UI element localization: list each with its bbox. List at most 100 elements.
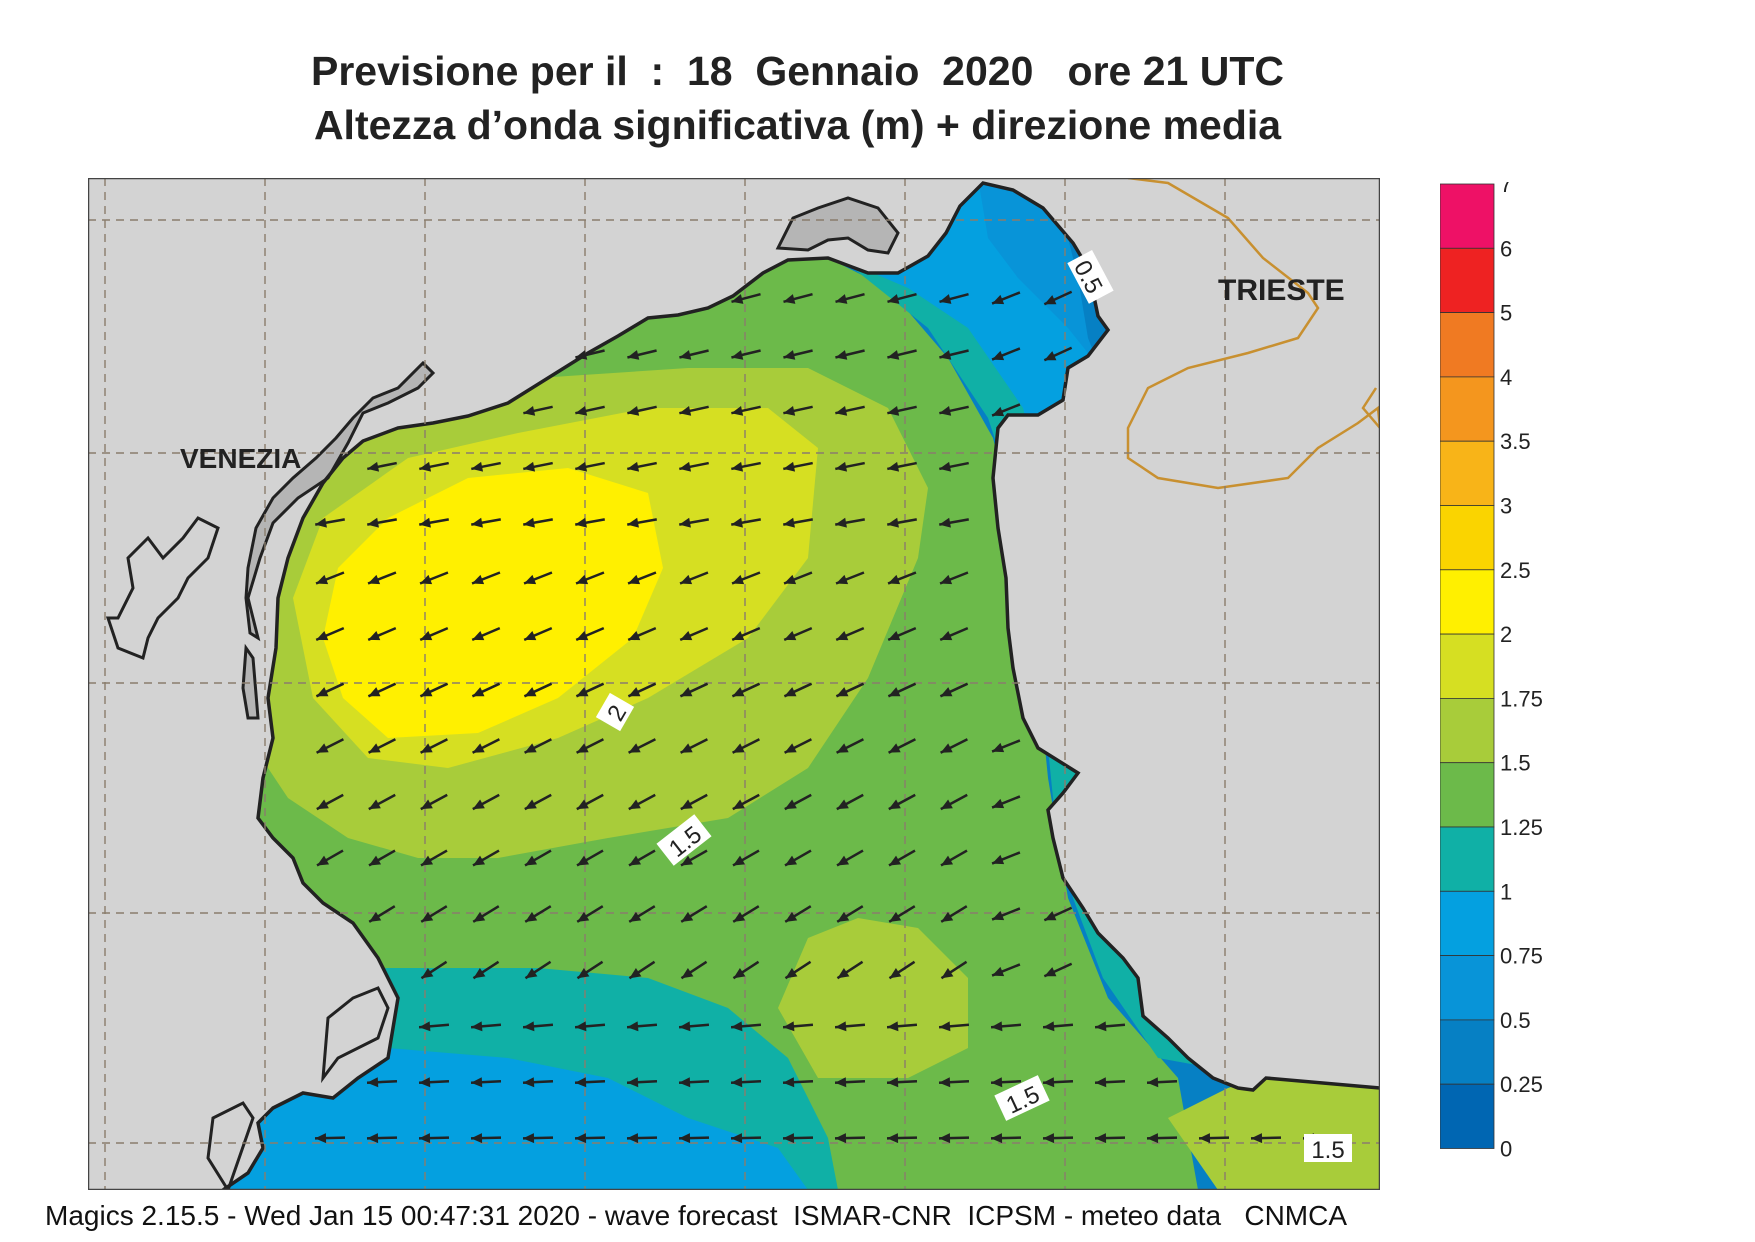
legend-level-label: 6 xyxy=(1500,236,1512,261)
wave-arrow-head xyxy=(888,799,901,810)
legend-swatch xyxy=(1440,247,1495,314)
wave-arrow-head xyxy=(940,687,953,697)
legend-swatch xyxy=(1440,762,1495,828)
wave-arrow-head xyxy=(577,968,590,979)
wave-arrow-head xyxy=(576,687,589,697)
wave-arrow-head xyxy=(888,743,901,753)
wave-arrow-head xyxy=(316,799,329,810)
wave-arrow-head xyxy=(732,799,745,810)
wave-arrow-head xyxy=(472,799,485,810)
wave-arrow-head xyxy=(627,1077,639,1088)
wave-arrow-head xyxy=(991,1021,1003,1032)
title-date: Previsione per il : 18 Gennaio 2020 ore … xyxy=(311,48,1284,94)
legend-swatch xyxy=(1440,569,1495,635)
wave-arrow-head xyxy=(628,630,641,641)
wave-arrow-head xyxy=(731,1133,743,1144)
legend-level-label: 0.25 xyxy=(1500,1072,1543,1097)
title-variable: Altezza d’onda significativa (m) + direz… xyxy=(313,102,1282,148)
wave-arrow-head xyxy=(524,630,537,641)
wave-arrow-head xyxy=(524,687,537,697)
wave-arrow-head xyxy=(992,910,1005,921)
wave-arrow-head xyxy=(733,968,746,979)
wave-arrow-head xyxy=(887,1021,899,1032)
legend-level-label: 2 xyxy=(1500,622,1512,647)
wave-arrow-head xyxy=(367,1133,379,1144)
wave-arrow-head xyxy=(523,1133,535,1144)
wave-arrow-head xyxy=(888,574,901,585)
wave-arrow-head xyxy=(732,687,745,697)
wave-arrow-head xyxy=(315,1133,327,1144)
wave-height-map: VENEZIA TRIESTE 0.5 2 1.5 1.5 1.5 xyxy=(88,178,1380,1190)
wave-arrow-head xyxy=(731,1077,743,1088)
wave-arrow-head xyxy=(419,1077,431,1088)
wave-arrow-head xyxy=(783,1133,795,1144)
wave-arrow-head xyxy=(471,1077,483,1088)
wave-arrow-head xyxy=(1044,351,1057,361)
wave-arrow-head xyxy=(784,743,797,753)
wave-arrow-head xyxy=(731,1021,743,1032)
contour-label-2: 2 xyxy=(595,692,635,732)
wave-arrow-head xyxy=(783,350,796,360)
wave-arrow-head xyxy=(471,1133,483,1144)
wave-arrow-head xyxy=(576,799,589,810)
legend-swatch xyxy=(1440,505,1495,571)
wave-arrow-head xyxy=(576,574,589,585)
wave-arrow-head xyxy=(523,517,535,528)
wave-arrow-head xyxy=(627,517,639,528)
wave-arrow-head xyxy=(627,461,640,472)
band-2-2.5-core xyxy=(323,468,663,738)
wave-arrow-head xyxy=(419,1133,431,1144)
wave-arrow-head xyxy=(785,911,798,922)
legend-swatch xyxy=(1440,376,1495,442)
wave-arrow-head xyxy=(1147,1133,1159,1144)
wave-arrow-head xyxy=(316,743,329,753)
wave-arrow-head xyxy=(420,630,433,641)
wave-arrow-head xyxy=(1044,295,1057,305)
wave-arrow-head xyxy=(887,405,900,416)
wave-arrow-head xyxy=(681,968,694,979)
wave-arrow-head xyxy=(732,743,745,753)
wave-arrow-head xyxy=(835,294,848,304)
wave-arrow-head xyxy=(939,405,952,416)
wave-arrow-head xyxy=(680,630,693,641)
wave-arrow-head xyxy=(681,911,694,922)
coastline xyxy=(222,181,1380,1190)
legend-level-label: 0 xyxy=(1500,1137,1512,1162)
wave-arrow-head xyxy=(783,294,796,304)
wave-arrow-head xyxy=(887,350,900,360)
wave-arrow-head xyxy=(888,630,901,641)
wave-arrow-head xyxy=(731,517,743,528)
legend-level-label: 5 xyxy=(1500,301,1512,326)
wave-arrow-head xyxy=(679,517,691,528)
wave-arrow-head xyxy=(472,574,485,585)
legend-swatch xyxy=(1440,633,1495,699)
wave-arrow-head xyxy=(835,1133,847,1144)
wave-arrow-head xyxy=(421,968,434,979)
wave-arrow-head xyxy=(732,855,746,866)
legend-swatch xyxy=(1440,183,1495,249)
wave-arrow-head xyxy=(629,911,642,922)
legend-swatch xyxy=(1440,698,1495,764)
wave-arrow-head xyxy=(991,1077,1003,1088)
wave-arrow-head xyxy=(420,687,433,697)
legend-swatch xyxy=(1440,440,1495,506)
wave-arrow-head xyxy=(940,799,953,810)
wave-arrow-head xyxy=(421,911,434,922)
wave-arrow-head xyxy=(524,743,537,753)
wave-arrow-head xyxy=(316,574,329,585)
wave-arrow-head xyxy=(939,1133,951,1144)
wave-arrow-head xyxy=(472,630,485,641)
wave-arrow-head xyxy=(575,517,587,528)
map-frame xyxy=(88,178,1380,1190)
wave-arrow-head xyxy=(473,968,486,979)
wave-arrow-head xyxy=(939,1021,951,1032)
wave-direction-arrows xyxy=(314,290,1334,1144)
wave-arrow-head xyxy=(680,743,693,753)
wave-arrow-head xyxy=(679,1021,691,1032)
wave-arrow-head xyxy=(315,517,327,528)
wave-arrow-head xyxy=(420,855,434,866)
wave-arrow-head xyxy=(731,294,744,304)
legend-level-label: 7 xyxy=(1500,182,1512,197)
venetian-lagoon xyxy=(241,360,436,720)
legend-level-label: 3.5 xyxy=(1500,429,1531,454)
